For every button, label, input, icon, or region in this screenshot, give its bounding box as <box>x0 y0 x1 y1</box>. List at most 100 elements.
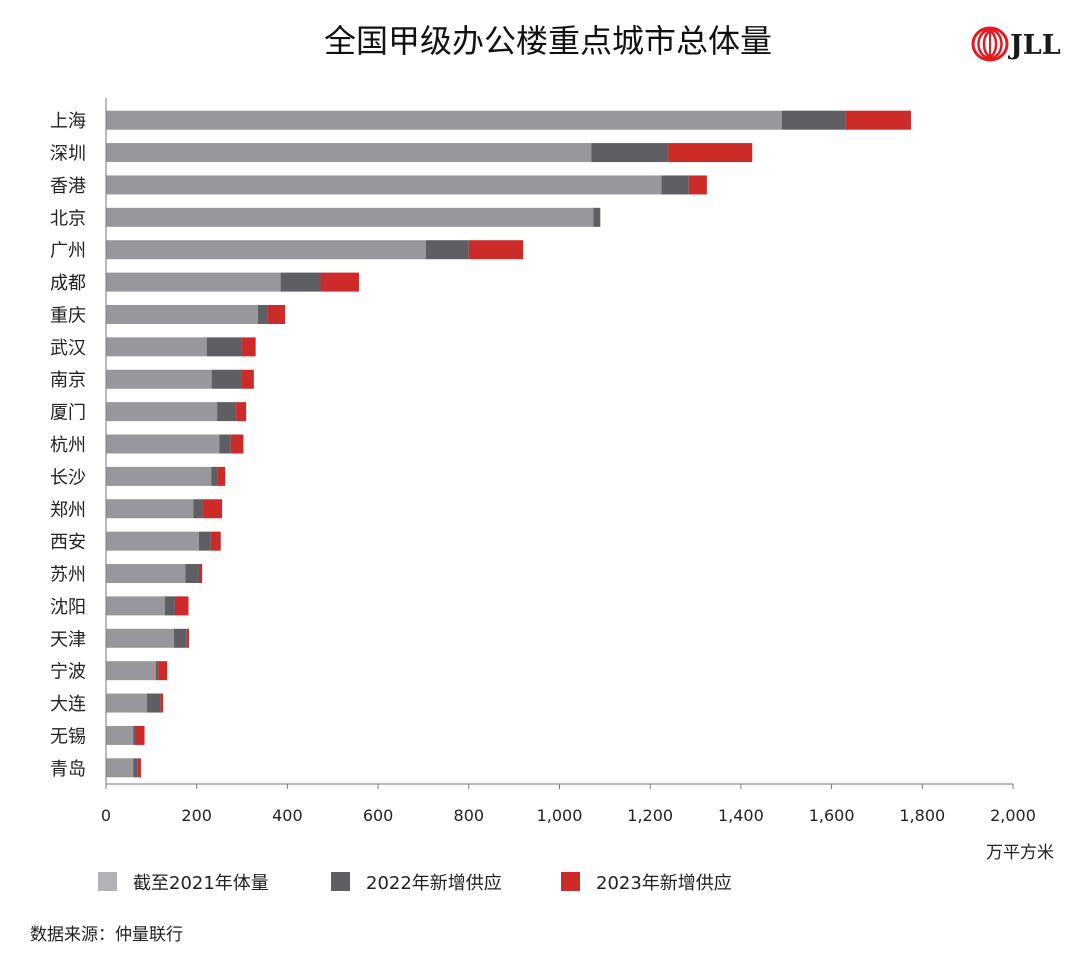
bar-segment-1 <box>106 175 662 195</box>
bar-segment-2 <box>155 661 159 681</box>
bar-segment-3 <box>135 725 145 745</box>
x-tick-label: 1,400 <box>718 806 764 825</box>
plot-area <box>106 110 911 778</box>
bar-segment-2 <box>133 725 136 745</box>
bar-segment-3 <box>242 337 256 357</box>
x-axis-unit-label: 万平方米 <box>986 843 1054 863</box>
bar-segment-3 <box>174 596 189 616</box>
bar-segment-3 <box>241 369 254 389</box>
legend: 截至2021年体量 2022年新增供应 2023年新增供应 <box>98 872 732 894</box>
bar-segment-3 <box>186 628 189 648</box>
bar-segment-2 <box>185 564 199 584</box>
bar-segment-1 <box>106 661 156 681</box>
bar-segment-2 <box>198 531 211 551</box>
jll-rings-icon <box>971 26 1009 62</box>
category-label: 杭州 <box>50 435 86 456</box>
category-label: 广州 <box>50 241 86 262</box>
bar-segment-2 <box>217 402 237 422</box>
category-label: 青岛 <box>50 759 86 780</box>
bar-segment-1 <box>106 110 782 130</box>
bar-segment-3 <box>217 466 226 486</box>
x-axis: 0 200 400 600 800 1,000 1,200 1,400 1,600 1,800 2,… <box>101 783 1036 825</box>
jll-logo-text: JLL <box>1008 30 1061 61</box>
jll-logo: JLL <box>971 26 1061 62</box>
bar-segment-2 <box>661 175 689 195</box>
bar-segment-2 <box>257 304 268 324</box>
category-label: 上海 <box>50 111 86 132</box>
bar-segment-1 <box>106 272 281 292</box>
category-label: 重庆 <box>50 305 86 326</box>
category-label: 成都 <box>50 273 86 294</box>
bar-segment-1 <box>106 369 212 389</box>
bar-segment-3 <box>158 661 168 681</box>
category-label: 沈阳 <box>50 597 86 618</box>
bar-segment-1 <box>106 207 594 227</box>
x-tick-label: 200 <box>181 806 212 825</box>
legend-label: 2023年新增供应 <box>596 873 732 894</box>
bar-segment-2 <box>133 758 138 778</box>
bar-segment-2 <box>781 110 846 130</box>
bar-segment-3 <box>267 304 286 324</box>
bar-segment-2 <box>164 596 175 616</box>
category-label: 厦门 <box>50 403 86 424</box>
x-tick-label: 1,200 <box>627 806 673 825</box>
x-tick-label: 0 <box>101 806 111 825</box>
bar-segment-2 <box>425 240 469 260</box>
category-label: 香港 <box>50 176 86 197</box>
y-axis: 上海深圳香港北京广州成都重庆武汉南京厦门杭州长沙郑州西安苏州沈阳天津宁波大连无锡… <box>50 98 107 784</box>
bar-segment-3 <box>160 693 164 713</box>
bar-segment-1 <box>106 143 592 163</box>
category-label: 武汉 <box>50 338 86 359</box>
bar-segment-1 <box>106 628 175 648</box>
x-tick-label: 1,800 <box>899 806 945 825</box>
bar-segment-1 <box>106 564 186 584</box>
bar-segment-1 <box>106 725 134 745</box>
x-tick-label: 1,600 <box>809 806 855 825</box>
bar-segment-2 <box>206 337 243 357</box>
bar-segment-3 <box>230 434 244 454</box>
category-label: 长沙 <box>50 467 86 488</box>
bar-segment-1 <box>106 596 165 616</box>
bar-segment-3 <box>198 564 203 584</box>
x-tick-label: 400 <box>272 806 303 825</box>
category-label: 西安 <box>50 532 86 553</box>
bar-segment-1 <box>106 402 218 422</box>
legend-swatch <box>561 872 580 891</box>
bar-segment-2 <box>591 143 669 163</box>
x-tick-label: 1,000 <box>537 806 583 825</box>
x-tick-label: 2,000 <box>990 806 1036 825</box>
bar-segment-1 <box>106 758 134 778</box>
bar-segment-3 <box>137 758 141 778</box>
category-label: 无锡 <box>50 726 86 747</box>
category-label: 宁波 <box>50 662 86 683</box>
bar-segment-3 <box>845 110 911 130</box>
bar-segment-3 <box>210 531 221 551</box>
bar-segment-1 <box>106 240 426 260</box>
bar-segment-3 <box>468 240 524 260</box>
bar-segment-2 <box>211 369 242 389</box>
category-label: 郑州 <box>50 500 86 521</box>
legend-swatch <box>331 872 350 891</box>
bar-segment-3 <box>688 175 707 195</box>
bar-segment-1 <box>106 693 147 713</box>
bar-segment-3 <box>202 499 223 519</box>
bar-segment-1 <box>106 304 258 324</box>
category-label: 苏州 <box>50 565 86 586</box>
bar-segment-2 <box>193 499 203 519</box>
legend-label: 截至2021年体量 <box>133 873 269 894</box>
category-label: 南京 <box>50 370 86 391</box>
bar-segment-3 <box>236 402 247 422</box>
bar-segment-2 <box>280 272 321 292</box>
bar-segment-2 <box>146 693 161 713</box>
bar-segment-2 <box>211 466 218 486</box>
legend-label: 2022年新增供应 <box>366 873 502 894</box>
category-label: 天津 <box>50 629 86 650</box>
chart-title: 全国甲级办公楼重点城市总体量 <box>324 22 772 60</box>
bar-segment-2 <box>174 628 187 648</box>
bar-segment-1 <box>106 499 194 519</box>
category-label: 深圳 <box>50 144 86 165</box>
legend-swatch <box>98 872 117 891</box>
category-label: 北京 <box>50 208 86 229</box>
x-tick-label: 600 <box>363 806 394 825</box>
